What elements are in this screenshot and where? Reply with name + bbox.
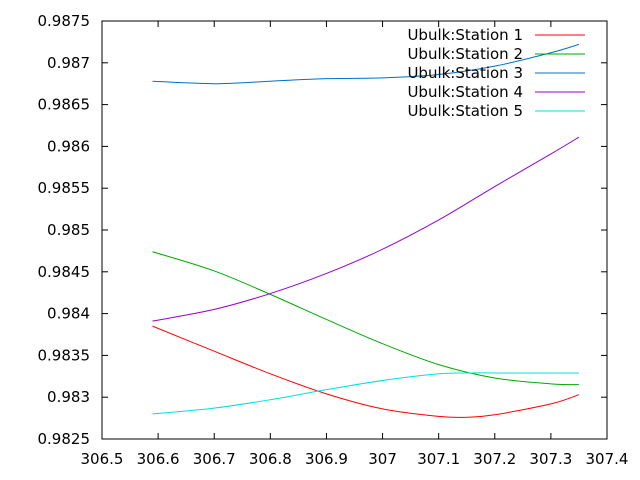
series-line-station-2 xyxy=(152,251,579,386)
y-tick-label: 0.9875 xyxy=(38,12,91,30)
series-line-station-3 xyxy=(152,43,580,85)
y-axis: 0.9825 0.983 0.9835 0.984 0.9845 0.985 0.9855 0… xyxy=(38,12,607,448)
y-tick-label: 0.9845 xyxy=(38,263,91,281)
y-tick-label: 0.9825 xyxy=(38,430,91,448)
plot-series xyxy=(152,43,580,418)
y-tick-label: 0.985 xyxy=(47,221,90,239)
x-tick-label: 306.8 xyxy=(249,450,292,468)
legend-label: Ubulk:Station 2 xyxy=(407,45,523,63)
legend-label: Ubulk:Station 5 xyxy=(407,102,523,120)
x-tick-label: 307.3 xyxy=(529,450,572,468)
x-tick-label: 307.4 xyxy=(586,450,629,468)
plot-frame xyxy=(101,20,608,440)
y-tick-label: 0.9855 xyxy=(38,179,91,197)
y-tick-label: 0.987 xyxy=(47,54,90,72)
x-tick-label: 306.7 xyxy=(193,450,236,468)
y-tick-label: 0.9835 xyxy=(38,346,91,364)
legend-label: Ubulk:Station 1 xyxy=(407,26,523,44)
x-tick-label: 306.6 xyxy=(137,450,180,468)
x-tick-label: 307.2 xyxy=(473,450,516,468)
x-axis: 306.5 306.6 306.7 306.8 306.9 307 307.1 307.2 30… xyxy=(81,21,629,468)
x-tick-label: 306.5 xyxy=(81,450,124,468)
legend-label: Ubulk:Station 4 xyxy=(407,83,523,101)
y-tick-label: 0.983 xyxy=(47,388,90,406)
y-tick-label: 0.984 xyxy=(47,305,90,323)
x-tick-label: 307.1 xyxy=(417,450,460,468)
series-line-station-5 xyxy=(152,372,579,415)
y-tick-label: 0.986 xyxy=(47,137,90,155)
legend-label: Ubulk:Station 3 xyxy=(407,64,523,82)
x-tick-label: 306.9 xyxy=(305,450,348,468)
x-tick-label: 307 xyxy=(368,450,397,468)
y-tick-label: 0.9865 xyxy=(38,96,91,114)
series-line-station-1 xyxy=(152,325,580,418)
series-line-station-4 xyxy=(152,136,580,322)
